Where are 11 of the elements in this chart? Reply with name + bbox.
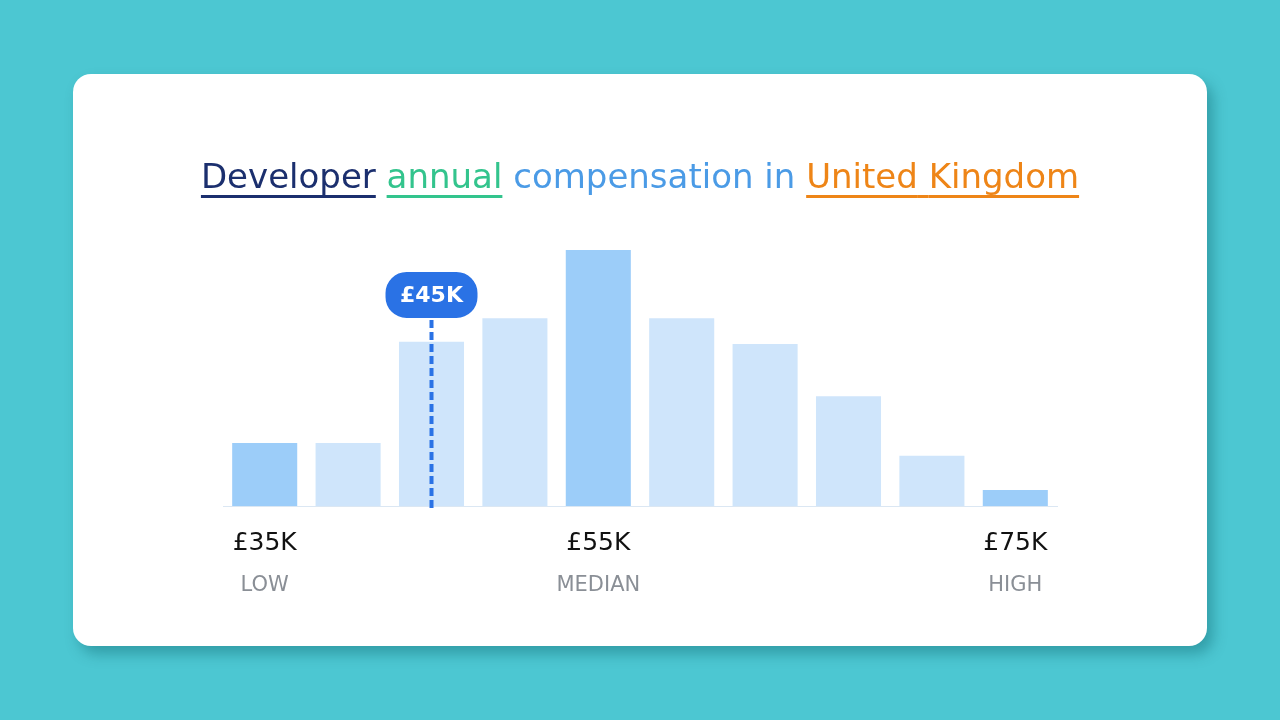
bar <box>982 490 1048 506</box>
text: LOW <box>240 572 290 597</box>
bar <box>565 250 631 506</box>
text: MEDIAN <box>556 572 641 597</box>
bar <box>232 443 298 506</box>
x-tick-label: £35K <box>232 526 298 556</box>
text: HIGH <box>988 572 1043 597</box>
x-tick-label: £55K <box>566 526 631 556</box>
annotation: £45K <box>383 270 480 320</box>
x-tick-label: £75K <box>983 526 1048 556</box>
chart-title: Developer annual compensation in United Kingdom <box>200 156 1080 196</box>
